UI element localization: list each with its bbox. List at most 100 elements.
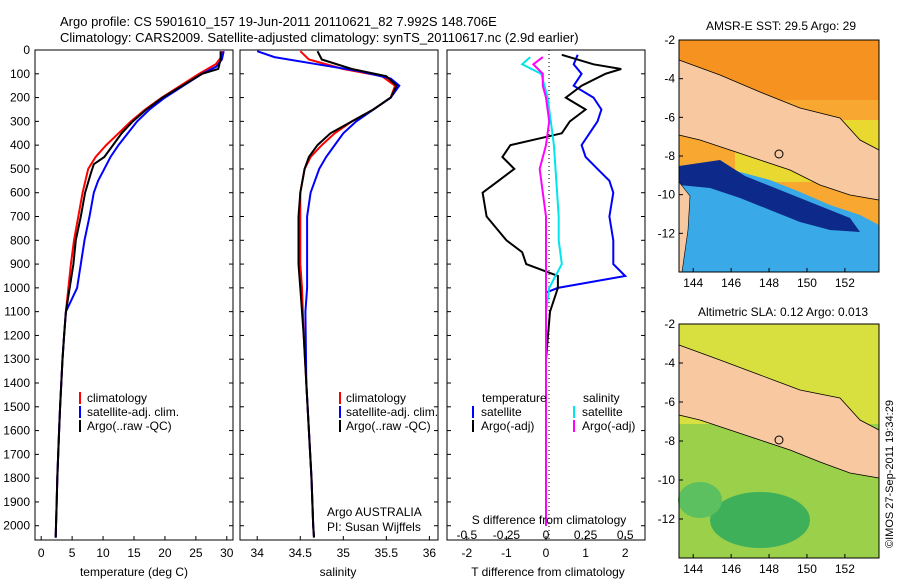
sla-map [678,323,880,559]
legend-label-climatology: climatology [87,391,147,405]
depth-tick-label: 1700 [3,447,30,461]
x-tick-label: 10 [96,546,110,560]
legend-label-satellite: satellite-adj. clim. [346,405,438,419]
depth-tick-label: 1500 [3,400,30,414]
x-tick-label: 0.25 [574,528,598,542]
depth-tick-label: 300 [10,114,30,128]
depth-tick-label: 100 [10,67,30,81]
depth-tick-label: 400 [10,138,30,152]
depth-tick-label: 900 [10,257,30,271]
temperature-x-label: temperature (deg C) [80,565,188,579]
temperature-x-axis: 0 5 10 15 20 25 30 [38,536,234,560]
x-tick-label: -1 [501,546,512,560]
sla-argo-location-marker [774,435,784,445]
depth-tick-label: 1800 [3,471,30,485]
depth-axis: 0 100 200 300 400 500 600 700 800 900 1000 1100 1200… [3,43,645,533]
map-lon-tick-label: 146 [721,276,741,290]
sst-argo-location-marker [774,149,784,159]
legend-label-argo: Argo(..raw -QC) [346,419,431,433]
x-tick-label: 2 [622,546,629,560]
x-tick-label: 34.5 [289,546,313,560]
map-lon-tick-label: 150 [797,562,817,576]
t-difference-label: T difference from climatology [471,565,625,579]
legend-label-sal-argo: Argo(-adj) [582,419,635,433]
sla-map-title: Altimetric SLA: 0.12 Argo: 0.013 [698,305,868,319]
series-line-argo-raw-qc- [54,51,222,538]
x-tick-label: 15 [127,546,141,560]
legend-label-sal-satellite: satellite [582,405,623,419]
salinity-x-axis: 34 34.5 35 35.5 36 [251,536,437,560]
credit-argo-australia: Argo AUSTRALIA [327,505,422,519]
x-tick-label: 0 [38,546,45,560]
difference-legend: temperature salinity satellite Argo(-adj… [472,391,635,433]
x-tick-label: 36 [423,546,437,560]
map-lat-tick-label: -12 [658,226,676,240]
map-lon-tick-label: 146 [721,562,741,576]
temperature-series [54,50,225,538]
map-lon-tick-label: 144 [683,276,703,290]
legend-title-salinity: salinity [583,391,620,405]
depth-tick-label: 800 [10,233,30,247]
map-lat-tick-label: -4 [664,72,675,86]
sla-low-anomaly-west [678,482,722,518]
s-difference-axis: -0.5 -0.25 0 0.25 0.5 [456,528,633,542]
series-line-satellite-adj-clim- [54,50,225,538]
legend-label-temp-argo: Argo(-adj) [481,419,534,433]
x-tick-label: 35.5 [375,546,399,560]
sst-land-new-guinea [678,59,880,201]
x-tick-label: -0.25 [493,528,521,542]
x-tick-label: 34 [251,546,265,560]
map-lon-tick-label: 148 [759,276,779,290]
x-tick-label: 25 [189,546,203,560]
x-tick-label: -2 [461,546,472,560]
temperature-panel-frame [34,49,234,541]
depth-tick-label: 1900 [3,495,30,509]
sst-map [678,39,880,273]
map-lat-tick-label: -2 [664,317,675,331]
difference-series [481,53,628,526]
map-lat-tick-label: -6 [664,110,675,124]
figure-title-line1: Argo profile: CS 5901610_157 19-Jun-2011… [60,14,497,29]
map-lat-tick-label: -2 [664,33,675,47]
t-difference-axis: -2 -1 0 1 2 [461,536,629,560]
depth-tick-label: 1000 [3,281,30,295]
x-tick-label: 0.5 [617,528,634,542]
depth-tick-label: 600 [10,186,30,200]
figure-title-line2: Climatology: CARS2009. Satellite-adjuste… [60,30,579,45]
depth-tick-label: 1300 [3,352,30,366]
salinity-series [256,50,401,538]
map-lat-tick-label: -10 [658,188,676,202]
salinity-panel-frame [239,49,439,541]
map-lat-tick-label: -12 [658,512,676,526]
depth-tick-label: 0 [23,43,30,57]
series-line-salinity-argo-adj- [531,56,551,526]
x-tick-label: 1 [582,546,589,560]
map-lat-tick-label: -8 [664,149,675,163]
legend-label-temp-satellite: satellite [481,405,522,419]
depth-tick-label: 1400 [3,376,30,390]
series-line-argo-raw-qc- [297,50,398,538]
sla-low-anomaly [710,492,810,548]
map-lon-tick-label: 152 [835,562,855,576]
map-lat-tick-label: -6 [664,395,675,409]
depth-tick-label: 1200 [3,328,30,342]
sla-map-axes: 144 146 148 150 152 -2 -4 -6 -8 -10 -12 [658,317,856,576]
x-tick-label: 20 [158,546,172,560]
series-line-temperature-argo-adj- [481,53,622,526]
sst-map-axes: 144 146 148 150 152 -2 -4 -6 -8 -10 -12 [658,33,856,290]
sst-map-title: AMSR-E SST: 29.5 Argo: 29 [706,19,856,33]
series-line-satellite-adj-clim- [256,50,401,538]
depth-tick-label: 500 [10,162,30,176]
map-lon-tick-label: 148 [759,562,779,576]
x-tick-label: 5 [69,546,76,560]
map-lon-tick-label: 152 [835,276,855,290]
x-tick-label: 0 [543,528,550,542]
depth-tick-label: 2000 [3,519,30,533]
x-tick-label: -0.5 [456,528,477,542]
depth-tick-label: 200 [10,91,30,105]
sst-deep-blue-band [679,160,860,232]
series-line-climatology [54,50,224,538]
map-lat-tick-label: -8 [664,434,675,448]
legend-label-climatology: climatology [346,391,406,405]
